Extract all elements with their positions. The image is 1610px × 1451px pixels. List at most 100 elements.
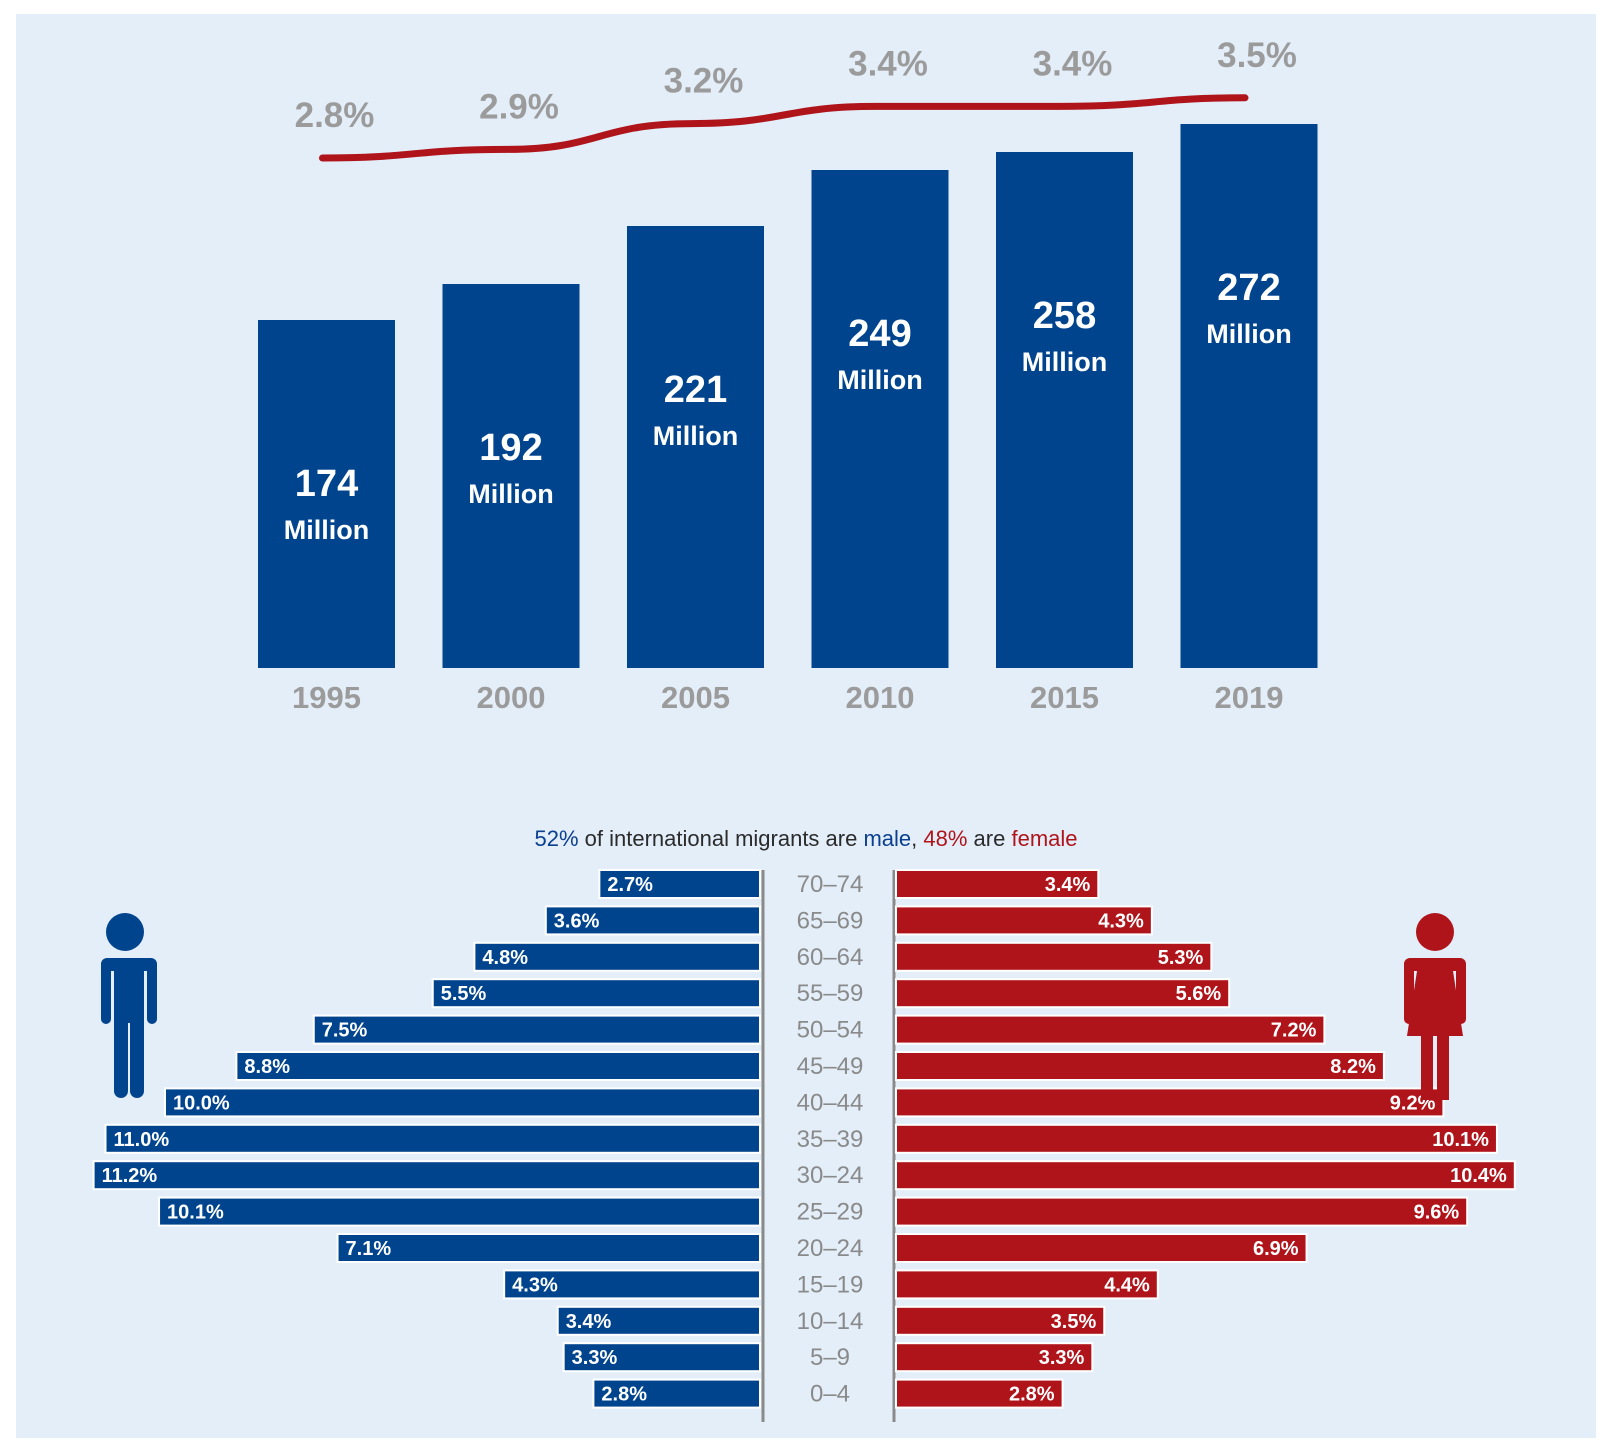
male-label-5–9: 3.3%: [572, 1347, 618, 1369]
line-label-2000: 2.9%: [479, 87, 559, 126]
caption-male-pct: 52%: [534, 826, 579, 851]
male-bar-35–39: [104, 1123, 761, 1154]
bar-unit-2000: Million: [468, 479, 553, 509]
female-bar-60–64: [895, 941, 1213, 972]
female-bar-5–9: [895, 1342, 1094, 1373]
line-label-2015: 3.4%: [1033, 44, 1113, 83]
age-label-45–49: 45–49: [797, 1053, 864, 1080]
male-label-25–29: 10.1%: [167, 1202, 224, 1224]
bar-2005: [627, 226, 764, 668]
x-tick-2015: 2015: [1030, 680, 1099, 715]
migrants-bar-chart: 174 Million 1995 2.8% 192 Million 2000 2.9% 221 M…: [258, 36, 1318, 715]
male-bar-45–49: [235, 1051, 761, 1081]
male-bar-60–64: [473, 941, 761, 972]
male-bar-10–14: [556, 1305, 762, 1336]
bar-2010: [811, 170, 949, 668]
male-label-70–74: 2.7%: [607, 874, 653, 896]
female-bar-15–19: [895, 1269, 1159, 1300]
male-bar-5–9: [562, 1342, 762, 1373]
male-bar-40–44: [164, 1087, 761, 1118]
share-trend-line: [319, 94, 1249, 162]
line-label-2010: 3.4%: [848, 44, 928, 83]
male-label-60–64: 4.8%: [482, 947, 528, 969]
bar-value-2015: 258: [1033, 295, 1096, 337]
age-label-70–74: 70–74: [797, 871, 864, 898]
age-label-10–14: 10–14: [797, 1308, 864, 1335]
bar-value-2019: 272: [1217, 267, 1280, 309]
female-label-45–49: 8.2%: [1330, 1056, 1376, 1078]
pyramid-caption: 52% of international migrants are male, …: [16, 826, 1596, 852]
bar-value-2000: 192: [479, 427, 542, 469]
age-label-65–69: 65–69: [797, 907, 864, 934]
age-label-60–64: 60–64: [797, 944, 864, 971]
bar-unit-1995: Million: [284, 515, 369, 545]
female-bar-20–24: [895, 1233, 1308, 1263]
line-label-1995: 2.8%: [295, 96, 375, 135]
bar-value-1995: 174: [295, 463, 358, 505]
line-label-2019: 3.5%: [1217, 36, 1297, 75]
line-label-2005: 3.2%: [664, 62, 744, 101]
bar-unit-2005: Million: [653, 421, 738, 451]
male-bar-15–19: [503, 1269, 761, 1300]
male-label-10–14: 3.4%: [566, 1311, 612, 1333]
male-label-0–4: 2.8%: [601, 1384, 647, 1406]
male-person-icon: [99, 913, 157, 1098]
age-pyramid-chart: 2.7% 3.4% 70–74 3.6% 4.3% 65–69 4.8% 5.3% 60–64 5…: [92, 869, 1516, 1422]
caption-female-pct: 48%: [923, 826, 968, 851]
male-bar-30–24: [92, 1160, 762, 1191]
male-label-65–69: 3.6%: [554, 910, 600, 932]
female-label-65–69: 4.3%: [1098, 910, 1144, 932]
male-label-15–19: 4.3%: [512, 1274, 558, 1296]
female-label-25–29: 9.6%: [1414, 1202, 1460, 1224]
male-bar-70–74: [598, 869, 761, 899]
female-bar-65–69: [895, 905, 1153, 936]
caption-text-a: of international migrants are: [578, 826, 864, 851]
age-label-15–19: 15–19: [797, 1271, 864, 1298]
bar-unit-2015: Million: [1022, 347, 1107, 377]
female-bar-55–59: [895, 978, 1231, 1009]
male-label-50–54: 7.5%: [322, 1020, 368, 1042]
male-bar-50–54: [312, 1014, 761, 1045]
bar-2019: [1180, 124, 1318, 668]
bar-value-2010: 249: [848, 313, 911, 355]
female-bar-0–4: [895, 1378, 1064, 1409]
female-label-35–39: 10.1%: [1432, 1129, 1489, 1151]
age-label-50–54: 50–54: [797, 1017, 864, 1044]
caption-text-b: ,: [911, 826, 924, 851]
female-label-55–59: 5.6%: [1176, 983, 1222, 1005]
caption-text-c: are: [967, 826, 1012, 851]
male-label-55–59: 5.5%: [441, 983, 487, 1005]
female-label-15–19: 4.4%: [1104, 1274, 1150, 1296]
female-label-70–74: 3.4%: [1045, 874, 1091, 896]
female-bar-10–14: [895, 1305, 1106, 1336]
age-label-20–24: 20–24: [797, 1235, 864, 1262]
age-label-30–24: 30–24: [797, 1162, 864, 1189]
male-label-40–44: 10.0%: [173, 1092, 230, 1114]
bar-value-2005: 221: [664, 369, 727, 411]
bar-unit-2010: Million: [837, 365, 922, 395]
bar-unit-2019: Million: [1206, 319, 1291, 349]
caption-female-word: female: [1011, 826, 1078, 851]
female-bar-70–74: [895, 869, 1100, 899]
age-label-25–29: 25–29: [797, 1199, 864, 1226]
female-label-5–9: 3.3%: [1039, 1347, 1085, 1369]
male-label-30–24: 11.2%: [102, 1165, 158, 1187]
male-bar-25–29: [158, 1196, 762, 1227]
age-label-35–39: 35–39: [797, 1126, 864, 1153]
female-label-10–14: 3.5%: [1051, 1311, 1097, 1333]
female-bar-25–29: [895, 1196, 1469, 1227]
male-bar-0–4: [592, 1378, 762, 1409]
x-tick-2019: 2019: [1215, 680, 1284, 715]
x-tick-1995: 1995: [292, 680, 361, 715]
female-person-icon: [1404, 913, 1466, 1100]
caption-male-word: male: [863, 826, 912, 851]
female-label-60–64: 5.3%: [1158, 947, 1204, 969]
female-bar-45–49: [895, 1051, 1385, 1081]
female-bar-35–39: [895, 1123, 1498, 1154]
female-label-30–24: 10.4%: [1450, 1165, 1507, 1187]
bar-2015: [996, 152, 1133, 668]
x-tick-2010: 2010: [846, 680, 915, 715]
age-label-0–4: 0–4: [810, 1381, 850, 1408]
age-label-40–44: 40–44: [797, 1089, 864, 1116]
x-tick-2000: 2000: [477, 680, 546, 715]
